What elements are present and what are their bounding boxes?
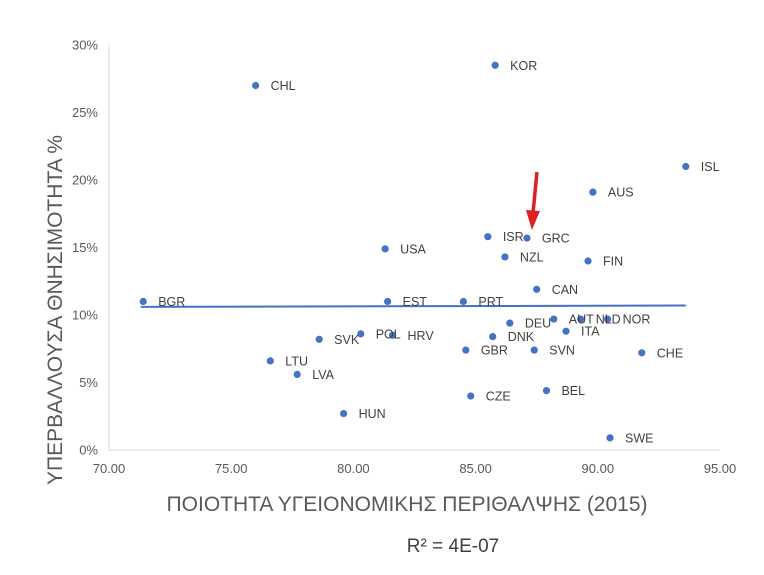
point-label-pol: POL	[376, 327, 401, 341]
arrow-shaft	[531, 171, 539, 215]
point-label-aus: AUS	[608, 186, 634, 200]
data-point-ita	[562, 327, 570, 335]
trendline	[140, 304, 686, 308]
y-axis-ticks: 0% 5% 10% 15% 20% 25% 30%	[72, 38, 98, 458]
data-point-usa	[381, 245, 389, 253]
point-label-grc: GRC	[542, 232, 570, 246]
y-tick-label: 25%	[72, 105, 98, 120]
data-point-chl	[252, 81, 260, 90]
y-tick-label: 5%	[79, 375, 98, 390]
data-points	[139, 61, 690, 442]
data-point-kor	[491, 61, 499, 69]
point-label-lva: LVA	[312, 368, 334, 382]
data-point-cze	[467, 392, 475, 400]
point-label-can: CAN	[552, 283, 578, 297]
x-tick-label: 75.00	[215, 461, 248, 476]
point-label-usa: USA	[400, 242, 426, 256]
point-label-isl: ISL	[701, 160, 720, 174]
data-point-grc	[523, 234, 531, 242]
point-label-chl: CHL	[271, 79, 296, 93]
data-point-nor	[603, 315, 612, 323]
point-label-isr: ISR	[503, 230, 524, 244]
point-label-svn: SVN	[549, 344, 575, 358]
r-squared-label: R² = 4E-07	[407, 536, 499, 557]
point-label-nor: NOR	[623, 313, 651, 327]
arrow-head	[525, 210, 540, 231]
point-label-dnk: DNK	[508, 330, 535, 344]
y-tick-label: 15%	[72, 240, 98, 255]
y-axis-title: ΥΠΕΡΒΑΛΛΟΥΣΑ ΘΝΗΣΙΜΟΤΗΤΑ %	[44, 135, 67, 485]
data-point-can	[533, 285, 541, 293]
point-label-bel: BEL	[561, 384, 585, 398]
data-point-svn	[530, 346, 538, 354]
point-label-prt: PRT	[478, 295, 503, 309]
point-label-che: CHE	[657, 346, 683, 360]
data-point-hun	[340, 409, 348, 418]
x-axis-title: ΠΟΙΟΤΗΤΑ ΥΓΕΙΟΝΟΜΙΚΗΣ ΠΕΡΙΘΑΛΨΗΣ (2015)	[166, 493, 647, 516]
data-point-deu	[506, 319, 514, 327]
point-label-hrv: HRV	[408, 329, 435, 343]
data-point-ltu	[266, 357, 274, 365]
x-tick-label: 85.00	[459, 461, 492, 476]
point-label-bgr: BGR	[158, 295, 185, 309]
data-point-swe	[606, 434, 614, 442]
data-point-che	[638, 349, 646, 357]
data-point-isr	[484, 233, 492, 241]
y-tick-label: 0%	[79, 443, 98, 458]
data-point-est	[384, 297, 392, 306]
point-label-nld: NLD	[596, 313, 621, 327]
data-point-svk	[315, 335, 323, 343]
point-label-hun: HUN	[359, 407, 386, 421]
point-label-svk: SVK	[334, 333, 360, 347]
point-label-gbr: GBR	[481, 344, 508, 358]
point-label-est: EST	[403, 295, 428, 309]
point-label-ita: ITA	[581, 325, 600, 339]
data-point-aut	[550, 315, 558, 323]
point-labels: KOR CHL ISL AUS ISR GRC USA NZL FIN CAN BGR EST PRT A…	[158, 59, 719, 446]
data-point-lva	[293, 370, 301, 378]
highlight-arrow	[525, 171, 540, 231]
data-point-bel	[542, 387, 551, 395]
data-point-hrv	[388, 331, 397, 339]
data-point-pol	[357, 330, 365, 338]
y-tick-label: 30%	[72, 38, 98, 53]
y-tick-label: 10%	[72, 308, 98, 323]
x-axis-ticks: 70.00 75.00 80.00 85.00 90.00 95.00	[93, 461, 737, 476]
point-label-aut: AUT	[569, 313, 594, 327]
x-tick-label: 95.00	[704, 461, 737, 476]
point-label-deu: DEU	[525, 317, 551, 331]
point-label-swe: SWE	[625, 431, 653, 445]
data-point-nld	[577, 315, 585, 323]
point-label-nzl: NZL	[520, 250, 544, 264]
data-point-gbr	[462, 346, 470, 354]
point-label-kor: KOR	[510, 59, 537, 73]
x-tick-label: 90.00	[582, 461, 615, 476]
point-label-ltu: LTU	[285, 354, 308, 368]
point-label-cze: CZE	[486, 390, 511, 404]
data-point-nzl	[501, 253, 509, 261]
data-point-isl	[682, 162, 690, 171]
data-point-prt	[459, 297, 467, 306]
y-tick-label: 20%	[72, 173, 98, 188]
point-label-fin: FIN	[603, 255, 623, 269]
data-point-fin	[584, 257, 592, 265]
x-tick-label: 70.00	[93, 461, 126, 476]
data-point-bgr	[139, 297, 147, 306]
data-point-aus	[589, 188, 597, 196]
x-tick-label: 80.00	[337, 461, 370, 476]
data-point-dnk	[489, 333, 497, 341]
